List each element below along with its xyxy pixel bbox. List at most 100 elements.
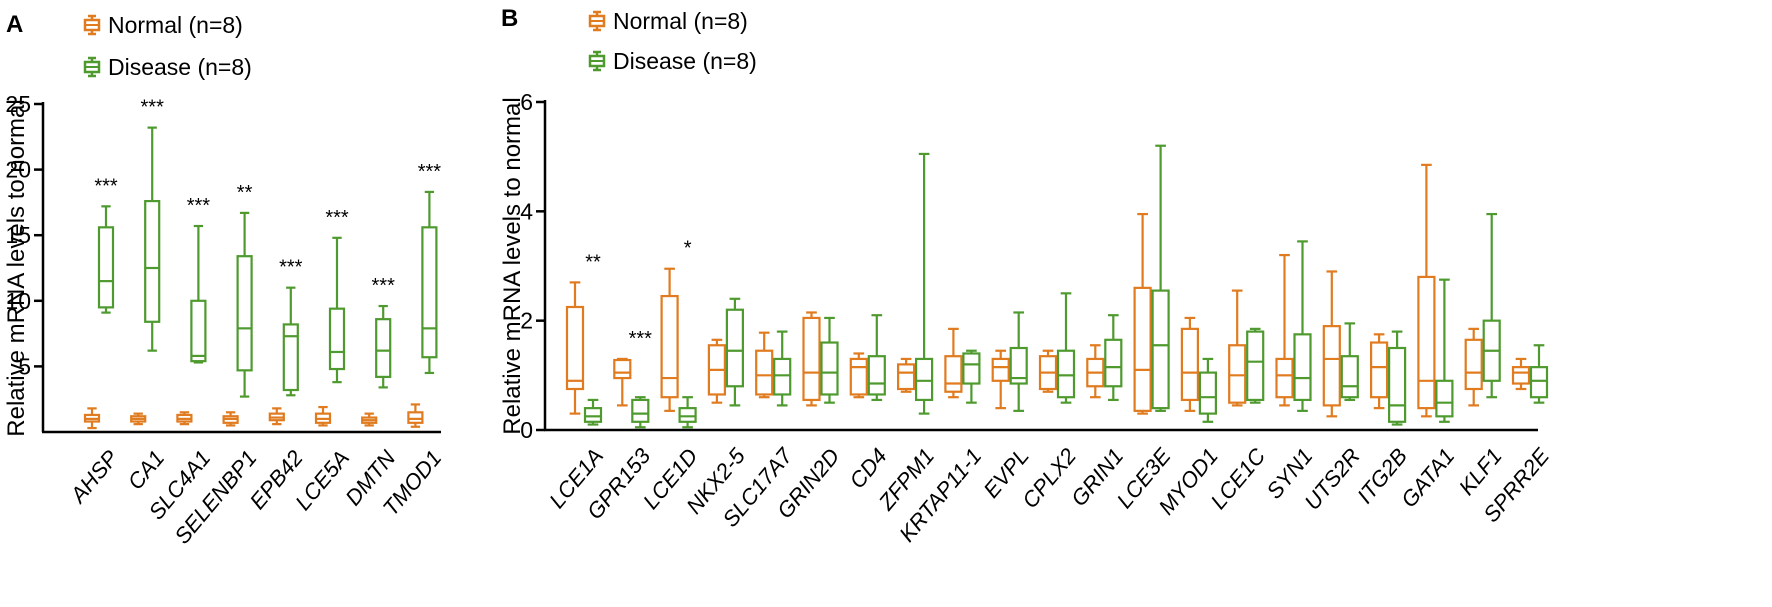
box-disease-evpl xyxy=(1009,311,1028,412)
box-normal-nkx2-5 xyxy=(707,338,727,404)
box-disease-epb42 xyxy=(282,286,299,397)
category-group: ***EPB42 xyxy=(245,257,308,514)
y-axis-label: Relative mRNA levels to normal xyxy=(3,99,30,436)
significance-label: *** xyxy=(372,275,396,297)
y-tick-label: 25 xyxy=(5,91,31,117)
box-normal-lce1c xyxy=(1228,289,1247,407)
category-group: GRIN1 xyxy=(1066,314,1128,511)
box-disease-cd4 xyxy=(867,314,886,402)
box-disease-grin1 xyxy=(1104,314,1123,402)
y-tick-label: 20 xyxy=(5,157,31,183)
box-disease-lce5a xyxy=(328,236,346,384)
y-tick-label: 10 xyxy=(5,288,31,314)
box-disease-lce1c xyxy=(1246,327,1265,404)
significance-label: *** xyxy=(187,195,211,217)
box-normal-grin2d xyxy=(802,311,821,407)
box-body xyxy=(1417,275,1436,410)
category-label: AHSP xyxy=(64,445,123,509)
legend-label: Disease (n=8) xyxy=(108,54,252,80)
box-normal-ca1 xyxy=(130,412,147,426)
box-normal-myod1 xyxy=(1180,316,1200,412)
box-body xyxy=(820,341,839,396)
box-disease-grin2d xyxy=(820,316,839,404)
box-body xyxy=(421,226,438,359)
legend-item-disease: Disease (n=8) xyxy=(83,54,252,80)
box-body xyxy=(1322,325,1341,407)
box-body xyxy=(914,357,934,402)
legend-label: Normal (n=8) xyxy=(108,12,243,38)
box-disease-lce1d xyxy=(678,396,697,429)
legend-item-normal: Normal (n=8) xyxy=(588,8,748,34)
box-normal-gpr153 xyxy=(613,357,632,407)
box-body xyxy=(375,318,392,378)
box-disease-sprr2e xyxy=(1529,344,1549,404)
box-body xyxy=(407,411,424,424)
box-normal-cd4 xyxy=(849,352,868,399)
box-normal-sprr2e xyxy=(1511,357,1531,391)
box-normal-ahsp xyxy=(83,407,101,430)
box-body xyxy=(1151,289,1170,410)
significance-label: *** xyxy=(418,161,442,183)
y-tick-label: 4 xyxy=(520,198,533,224)
box-body xyxy=(1104,338,1123,388)
box-body xyxy=(1511,366,1531,385)
box-body xyxy=(1435,379,1454,418)
y-tick-label: 5 xyxy=(18,353,31,379)
category-group: SYN1 xyxy=(1261,240,1318,504)
box-body xyxy=(1198,371,1218,415)
box-body xyxy=(613,358,632,380)
significance-label: ** xyxy=(585,251,601,273)
box-body xyxy=(97,226,115,309)
box-body xyxy=(1464,338,1483,391)
box-disease-klf1 xyxy=(1482,212,1501,399)
box-normal-evpl xyxy=(991,349,1010,410)
box-disease-ca1 xyxy=(144,126,161,352)
box-body xyxy=(1529,366,1549,399)
box-normal-krtap11-1 xyxy=(944,327,963,399)
category-group: EVPL xyxy=(978,311,1034,503)
category-group: KRTAP11-1 xyxy=(894,327,986,547)
box-normal-itg2b xyxy=(1369,333,1389,410)
significance-label: *** xyxy=(279,257,303,279)
box-disease-syn1 xyxy=(1293,240,1312,412)
category-group: ITG2B xyxy=(1352,330,1412,508)
box-normal-slc17a7 xyxy=(755,331,774,399)
box-normal-klf1 xyxy=(1464,327,1483,407)
box-normal-syn1 xyxy=(1275,253,1294,407)
box-body xyxy=(282,323,299,392)
category-group: KLF1 xyxy=(1454,212,1507,500)
significance-label: *** xyxy=(94,175,118,197)
box-normal-lce3e xyxy=(1133,212,1152,415)
box-disease-myod1 xyxy=(1198,357,1218,423)
box-disease-zfpm1 xyxy=(914,152,934,415)
box-body xyxy=(565,305,585,391)
box-normal-slc4a1 xyxy=(176,411,193,426)
box-body xyxy=(583,407,603,423)
legend-label: Disease (n=8) xyxy=(613,48,757,74)
box-body xyxy=(660,294,679,399)
box-disease-slc17a7 xyxy=(773,330,792,407)
legend-item-normal: Normal (n=8) xyxy=(83,12,243,38)
box-body xyxy=(1228,344,1247,404)
box-disease-dmtn xyxy=(375,304,392,389)
significance-label: *** xyxy=(325,207,349,229)
box-normal-cplx2 xyxy=(1038,349,1058,393)
panel-letter: A xyxy=(6,11,23,38)
box-body xyxy=(944,355,963,393)
box-body xyxy=(1246,330,1265,402)
box-body xyxy=(773,357,792,396)
category-group: CPLX2 xyxy=(1017,292,1081,513)
box-disease-ahsp xyxy=(97,205,115,314)
significance-label: * xyxy=(684,238,692,260)
box-disease-lce3e xyxy=(1151,144,1170,412)
box-normal-uts2r xyxy=(1322,270,1341,418)
box-body xyxy=(991,357,1010,382)
box-normal-lce5a xyxy=(314,405,332,427)
box-disease-selenbp1 xyxy=(236,211,253,398)
box-disease-lce1a xyxy=(583,398,603,426)
box-disease-slc4a1 xyxy=(190,224,207,364)
category-group: SPRR2E xyxy=(1478,344,1554,527)
box-normal-zfpm1 xyxy=(896,357,916,393)
